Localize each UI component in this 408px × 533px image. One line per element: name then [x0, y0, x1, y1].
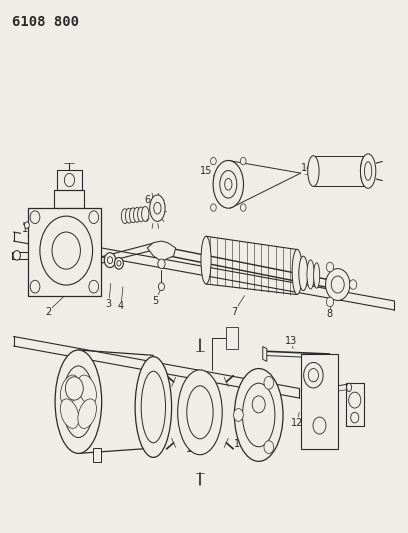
Circle shape	[349, 392, 361, 408]
Ellipse shape	[308, 368, 319, 382]
Text: 15: 15	[200, 166, 212, 176]
Ellipse shape	[326, 262, 334, 272]
Circle shape	[211, 204, 216, 211]
Ellipse shape	[304, 362, 323, 388]
Text: 11: 11	[234, 439, 246, 449]
Ellipse shape	[350, 280, 357, 289]
Ellipse shape	[292, 249, 302, 294]
Polygon shape	[263, 346, 267, 361]
Ellipse shape	[141, 371, 166, 443]
Ellipse shape	[78, 399, 96, 429]
Circle shape	[264, 441, 274, 454]
Text: 16: 16	[22, 224, 34, 235]
Ellipse shape	[299, 256, 308, 290]
Circle shape	[30, 211, 40, 223]
Text: 10: 10	[186, 445, 198, 455]
Ellipse shape	[364, 162, 372, 180]
Ellipse shape	[137, 207, 145, 222]
Bar	[226, 327, 238, 349]
Circle shape	[234, 409, 243, 421]
Polygon shape	[147, 241, 175, 261]
Circle shape	[264, 376, 274, 389]
Ellipse shape	[115, 257, 123, 269]
Ellipse shape	[225, 179, 232, 190]
Ellipse shape	[55, 350, 102, 454]
Ellipse shape	[314, 263, 320, 288]
Ellipse shape	[331, 276, 344, 293]
Circle shape	[240, 204, 246, 211]
Text: 6: 6	[144, 195, 150, 205]
Ellipse shape	[133, 207, 141, 222]
Polygon shape	[301, 354, 338, 449]
Polygon shape	[346, 383, 364, 425]
Ellipse shape	[307, 260, 314, 289]
Ellipse shape	[158, 259, 165, 269]
Text: 8: 8	[326, 309, 333, 319]
Circle shape	[65, 377, 83, 400]
Text: 17: 17	[352, 415, 364, 425]
Ellipse shape	[308, 156, 319, 187]
Ellipse shape	[107, 257, 113, 264]
Text: 7: 7	[231, 306, 237, 317]
Ellipse shape	[360, 154, 376, 188]
Ellipse shape	[326, 297, 334, 307]
Circle shape	[351, 413, 359, 423]
Ellipse shape	[142, 206, 149, 221]
Text: 12: 12	[291, 418, 304, 428]
Ellipse shape	[13, 251, 20, 260]
Ellipse shape	[24, 222, 29, 228]
Ellipse shape	[104, 253, 115, 268]
Ellipse shape	[62, 366, 94, 438]
Ellipse shape	[52, 232, 80, 269]
Ellipse shape	[64, 173, 75, 187]
Circle shape	[211, 157, 216, 165]
Ellipse shape	[117, 261, 121, 266]
Text: 2: 2	[45, 306, 51, 317]
Text: 5: 5	[152, 296, 158, 306]
Text: 6108 800: 6108 800	[11, 14, 78, 29]
Ellipse shape	[213, 160, 244, 208]
Ellipse shape	[129, 208, 137, 223]
Ellipse shape	[177, 370, 222, 455]
Circle shape	[89, 211, 99, 223]
Text: 3: 3	[106, 298, 112, 309]
Ellipse shape	[313, 417, 326, 434]
Ellipse shape	[121, 209, 129, 223]
Circle shape	[30, 280, 40, 293]
Ellipse shape	[360, 156, 372, 187]
Ellipse shape	[234, 368, 283, 462]
Circle shape	[240, 157, 246, 165]
Ellipse shape	[150, 195, 165, 221]
Text: 13: 13	[285, 336, 297, 346]
Ellipse shape	[60, 399, 79, 429]
Bar	[93, 448, 102, 462]
Ellipse shape	[40, 216, 93, 285]
Ellipse shape	[125, 208, 133, 223]
Text: 14: 14	[301, 164, 313, 173]
Text: 4: 4	[118, 301, 124, 311]
Ellipse shape	[78, 375, 96, 405]
Polygon shape	[28, 208, 101, 296]
Ellipse shape	[252, 396, 265, 413]
Ellipse shape	[347, 383, 352, 392]
Ellipse shape	[158, 282, 164, 290]
Ellipse shape	[201, 236, 211, 284]
Ellipse shape	[60, 375, 79, 405]
Ellipse shape	[242, 383, 275, 447]
Ellipse shape	[326, 269, 350, 301]
Ellipse shape	[220, 171, 237, 198]
Ellipse shape	[187, 386, 213, 439]
Circle shape	[89, 280, 99, 293]
Ellipse shape	[135, 357, 172, 457]
Text: 9: 9	[85, 439, 91, 449]
Ellipse shape	[154, 203, 161, 214]
